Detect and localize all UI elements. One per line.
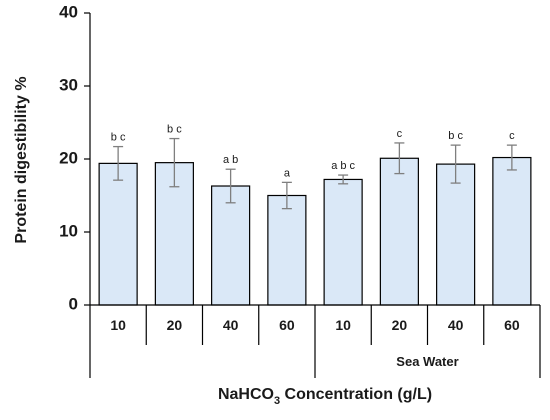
x-tick-label: 20 <box>392 317 408 333</box>
x-axis-title: NaHCO3 Concentration (g/L) <box>218 386 432 407</box>
y-axis-label: Protein digestibility % <box>13 76 30 243</box>
x-tick-label: 60 <box>279 317 295 333</box>
x-tick-label: 60 <box>504 317 520 333</box>
x-tick-label: 10 <box>335 317 351 333</box>
x-tick-label: 20 <box>167 317 183 333</box>
error-bar <box>113 145 124 181</box>
y-tick-label: 40 <box>59 2 78 21</box>
error-bar <box>450 144 461 184</box>
significance-label: b c <box>111 132 126 144</box>
x-tick-label: 10 <box>110 317 126 333</box>
significance-label: b c <box>167 124 182 136</box>
error-bar <box>338 174 349 185</box>
bar <box>492 156 532 306</box>
bar <box>436 163 476 306</box>
significance-label: c <box>509 130 515 142</box>
bar <box>98 162 138 306</box>
y-tick-label: 0 <box>69 294 78 313</box>
error-bar <box>169 137 180 188</box>
bar <box>267 194 307 306</box>
significance-label: b c <box>448 130 463 142</box>
x-tick-label: 40 <box>223 317 239 333</box>
x-tick-label: 40 <box>448 317 464 333</box>
y-tick-label: 30 <box>59 75 78 94</box>
significance-label: a b <box>223 154 238 166</box>
bars: b c b c a b a a b c c b c c <box>98 124 532 306</box>
error-bar <box>506 144 517 171</box>
x-group-label: Sea Water <box>396 354 458 369</box>
error-bar <box>281 181 292 210</box>
significance-label: a <box>284 167 291 179</box>
bar <box>379 157 419 306</box>
x-axis: 10 20 40 60 10 20 40 60 Sea Water <box>89 304 541 378</box>
y-axis: 0 10 20 30 40 <box>59 2 91 313</box>
y-tick-label: 10 <box>59 221 78 240</box>
significance-label: a b c <box>331 160 355 172</box>
error-bar <box>225 168 236 204</box>
bar <box>211 185 251 306</box>
bar <box>323 178 363 306</box>
y-tick-label: 20 <box>59 148 78 167</box>
error-bar <box>394 142 405 175</box>
significance-label: c <box>397 128 403 140</box>
